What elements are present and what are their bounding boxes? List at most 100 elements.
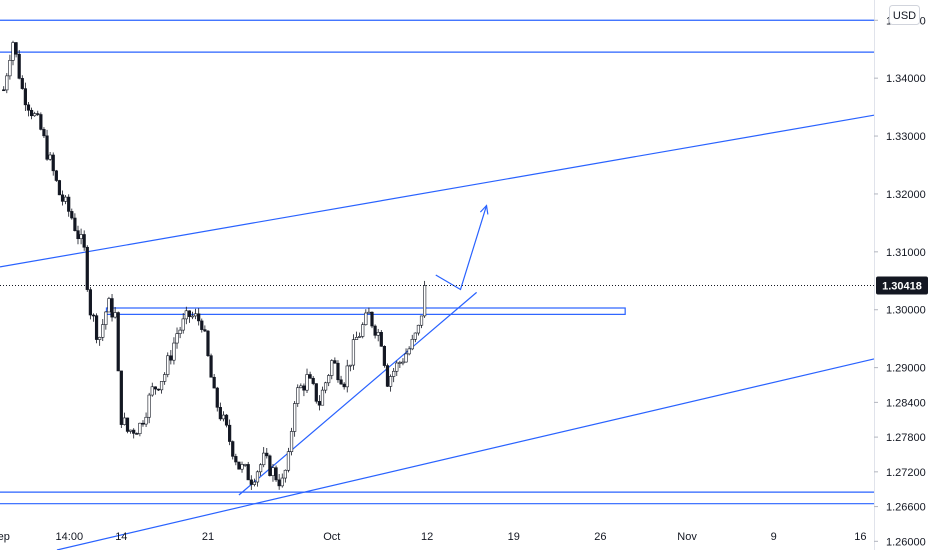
candle-down xyxy=(382,345,386,366)
candle-down xyxy=(135,433,139,435)
price-tick-label: 1.28400 xyxy=(886,397,926,409)
candle-down xyxy=(370,311,374,327)
candle-down xyxy=(274,467,278,481)
candle-down xyxy=(36,113,40,115)
candle-down xyxy=(156,388,161,391)
upper-channel-line xyxy=(0,114,875,268)
candle-down xyxy=(314,383,318,402)
candle-down xyxy=(206,330,210,356)
time-tick-label: Oct xyxy=(323,531,340,543)
candle-up xyxy=(64,196,68,202)
candle-up xyxy=(376,331,380,336)
candle-down xyxy=(277,479,281,487)
projection-arrow-path xyxy=(435,205,488,291)
candle-up xyxy=(413,332,417,340)
candle-down xyxy=(339,379,343,385)
price-tick-label: 1.26000 xyxy=(886,536,926,548)
candle-down xyxy=(215,387,219,408)
candle-down xyxy=(119,370,123,425)
candle-down xyxy=(141,422,145,425)
currency-label: USD xyxy=(893,10,916,22)
candle-up xyxy=(330,360,334,376)
candle-up xyxy=(398,362,402,364)
candle-down xyxy=(73,217,77,231)
candle-up xyxy=(392,370,396,377)
candle-up xyxy=(48,154,52,160)
candle-down xyxy=(249,479,253,485)
currency-button[interactable]: USD xyxy=(889,5,920,25)
candle-up xyxy=(159,381,164,391)
candle-up xyxy=(410,338,414,350)
candle-up xyxy=(144,416,148,425)
candle-down xyxy=(203,329,207,332)
candle-up xyxy=(5,75,9,91)
candle-up xyxy=(104,311,108,325)
candle-up xyxy=(367,311,371,314)
projection-arrow-head xyxy=(479,204,489,215)
current-price-tag: 1.30418 xyxy=(876,276,928,295)
candle-up xyxy=(113,312,117,318)
candle-down xyxy=(70,211,74,219)
candle-up xyxy=(243,464,247,466)
time-tick-label: 26 xyxy=(594,531,606,543)
candle-up xyxy=(258,464,263,473)
candle-up xyxy=(283,469,287,479)
candle-up xyxy=(388,376,393,387)
time-axis[interactable]: ep 14:00 14 21 Oct 12 19 26 Nov 9 16 xyxy=(0,531,867,543)
candle-up xyxy=(351,339,356,366)
price-tick-label: 1.27200 xyxy=(886,467,926,479)
candle-up xyxy=(150,386,154,396)
candle-down xyxy=(187,310,192,317)
candle-up xyxy=(101,324,105,338)
candle-down xyxy=(26,104,31,111)
price-tick-label: 1.27800 xyxy=(886,432,926,444)
candle-down xyxy=(125,417,130,432)
candle-up xyxy=(221,414,226,420)
candle-down xyxy=(94,315,99,340)
price-tick-label: 1.34000 xyxy=(886,73,926,85)
time-tick-label: Nov xyxy=(677,531,697,543)
candle-up xyxy=(262,452,266,466)
candle-down xyxy=(91,314,96,317)
candle-down xyxy=(42,129,46,137)
candle-up xyxy=(147,394,151,418)
candle-down xyxy=(336,362,340,381)
lower-channel-line xyxy=(56,358,875,551)
drawings-layer xyxy=(0,19,875,551)
candle-down xyxy=(224,414,229,426)
time-tick-label: 12 xyxy=(421,531,433,543)
candle-up xyxy=(190,315,195,318)
candle-down xyxy=(14,42,18,55)
candle-down xyxy=(23,88,27,106)
candle-up xyxy=(296,387,300,404)
candle-up xyxy=(407,348,411,355)
candle-up xyxy=(138,422,142,435)
candle-down xyxy=(228,424,232,442)
candle-down xyxy=(45,135,49,160)
price-tick-label: 1.30000 xyxy=(886,305,926,317)
candle-down xyxy=(373,325,377,336)
candle-down xyxy=(51,154,55,172)
candle-down xyxy=(379,331,383,347)
candle-up xyxy=(327,375,331,384)
candle-up xyxy=(181,318,185,331)
candle-up xyxy=(305,374,309,391)
price-axis[interactable]: 1.350001.340001.330001.320001.310001.300… xyxy=(874,15,926,548)
candle-up xyxy=(364,312,368,325)
candle-up xyxy=(323,382,328,391)
candle-down xyxy=(17,53,21,79)
rising-trendline xyxy=(238,291,478,496)
candle-up xyxy=(255,471,260,483)
time-tick-label: 14 xyxy=(115,531,127,543)
candle-up xyxy=(358,336,362,338)
candle-up xyxy=(419,315,424,326)
candle-up xyxy=(240,464,244,470)
price-tick-label: 1.26600 xyxy=(886,502,926,514)
current-price-tag-label: 1.30418 xyxy=(882,281,922,293)
candle-up xyxy=(404,353,408,363)
candle-up xyxy=(345,365,349,388)
candle-up xyxy=(129,429,133,432)
candle-up xyxy=(172,342,176,361)
